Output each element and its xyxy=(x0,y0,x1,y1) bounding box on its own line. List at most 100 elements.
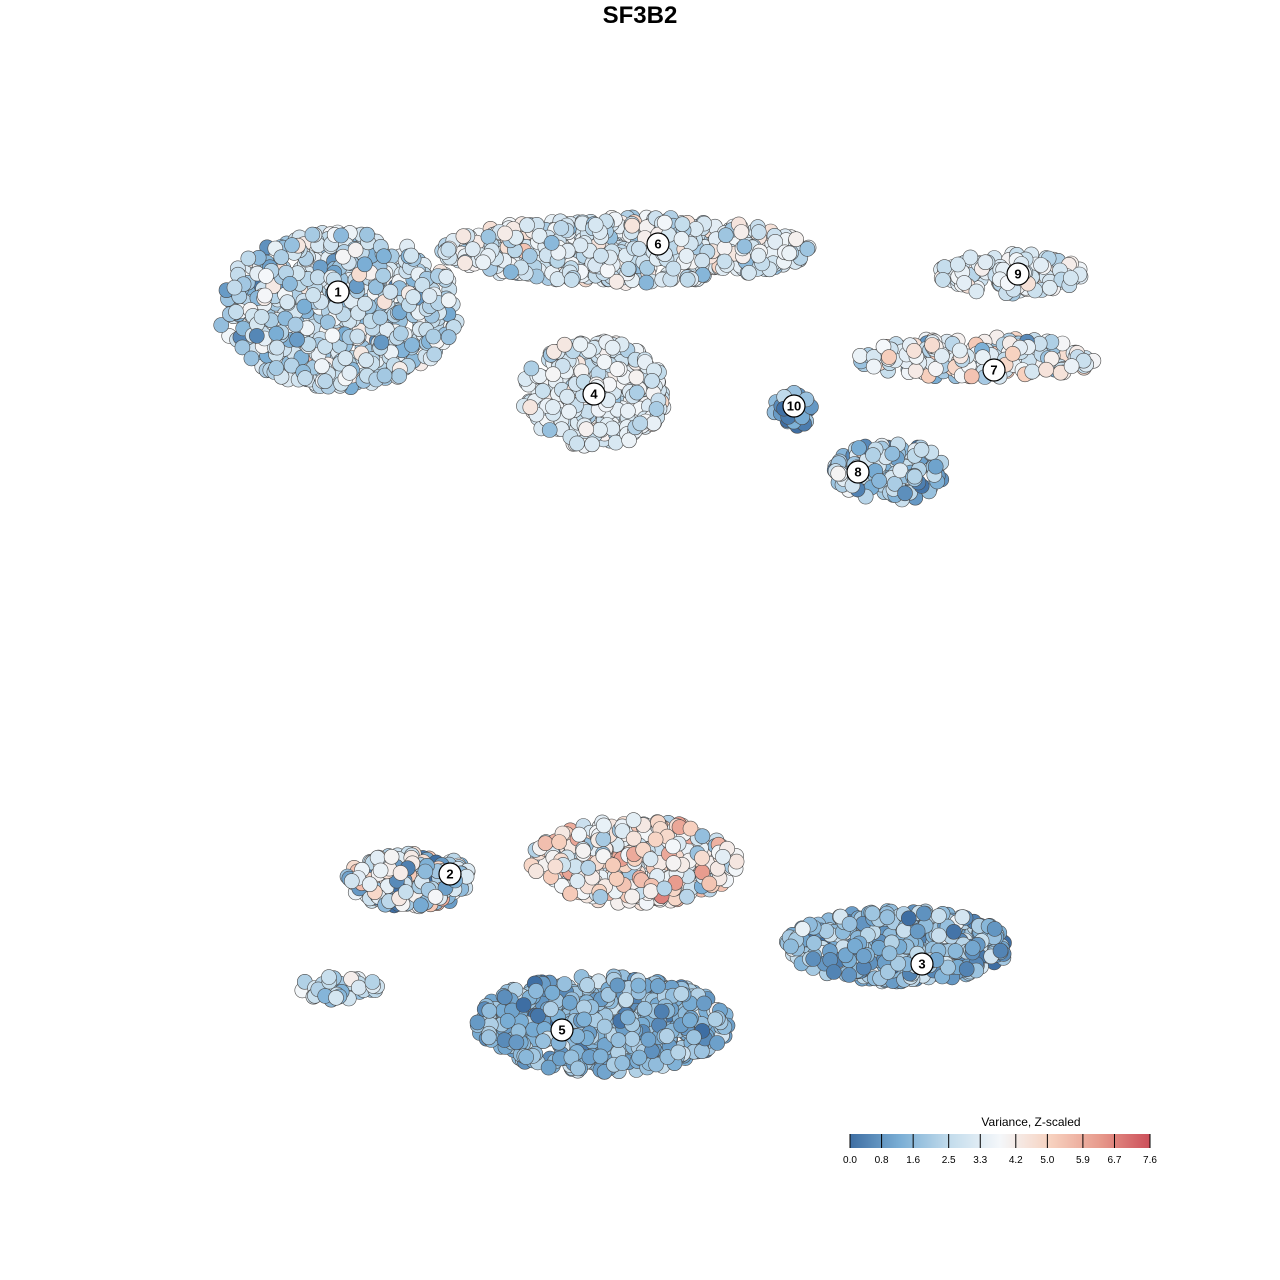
data-point xyxy=(534,383,551,399)
data-point xyxy=(391,368,408,384)
data-point xyxy=(350,979,367,996)
data-point xyxy=(287,316,304,333)
data-point xyxy=(674,216,691,232)
cluster-label-text: 10 xyxy=(787,399,801,414)
data-point xyxy=(528,983,544,999)
colorbar-tick-label: 5.0 xyxy=(1040,1155,1054,1166)
data-point xyxy=(678,248,695,264)
data-point xyxy=(750,247,767,264)
data-point xyxy=(631,1049,648,1066)
data-point xyxy=(767,234,784,250)
data-point xyxy=(963,368,980,385)
data-point xyxy=(284,237,300,253)
data-point xyxy=(619,1009,636,1026)
data-point xyxy=(440,241,457,258)
data-point xyxy=(986,921,1003,937)
data-point xyxy=(537,835,554,852)
data-point xyxy=(673,986,690,1002)
data-point xyxy=(347,242,364,258)
data-point xyxy=(1063,358,1080,374)
data-point xyxy=(906,468,923,485)
data-point xyxy=(559,388,576,405)
data-point xyxy=(681,1012,698,1029)
data-point xyxy=(605,857,621,874)
data-point xyxy=(584,436,600,453)
data-point xyxy=(425,328,442,345)
data-point xyxy=(670,1044,687,1061)
data-point xyxy=(551,834,568,850)
cluster-label-6: 6 xyxy=(646,232,670,256)
data-point xyxy=(806,935,822,951)
data-point xyxy=(620,403,636,419)
data-point xyxy=(356,256,373,273)
data-point xyxy=(1063,270,1079,286)
data-point xyxy=(852,347,868,364)
colorbar-title: Variance, Z-scaled xyxy=(981,1115,1080,1129)
cluster-label-3: 3 xyxy=(910,952,934,976)
data-point xyxy=(1004,345,1021,362)
data-point xyxy=(359,226,375,243)
data-point xyxy=(865,447,881,463)
data-point xyxy=(571,826,587,843)
data-point xyxy=(620,261,637,277)
data-point xyxy=(679,271,696,288)
data-point xyxy=(886,475,903,492)
data-point xyxy=(357,295,373,312)
data-point xyxy=(830,465,847,482)
data-point xyxy=(696,995,712,1012)
data-point xyxy=(909,923,926,940)
data-point xyxy=(931,927,947,944)
colorbar-tick-label: 0.0 xyxy=(843,1155,857,1166)
cluster-label-text: 9 xyxy=(1014,267,1021,282)
data-point xyxy=(707,1011,724,1028)
data-point xyxy=(906,342,922,359)
data-point xyxy=(956,275,973,291)
data-point xyxy=(592,889,609,905)
data-point xyxy=(469,1014,486,1031)
data-point xyxy=(642,851,659,867)
data-point xyxy=(375,248,392,265)
data-point xyxy=(314,358,330,375)
data-point xyxy=(508,1034,525,1051)
data-point xyxy=(258,268,274,284)
data-point xyxy=(656,214,673,231)
data-point xyxy=(572,336,589,353)
data-point xyxy=(799,241,816,257)
data-point xyxy=(682,820,699,837)
data-point xyxy=(328,989,344,1006)
data-point xyxy=(931,908,947,924)
data-point xyxy=(962,249,979,266)
data-point xyxy=(248,328,265,344)
data-point xyxy=(913,441,930,458)
data-point xyxy=(421,288,438,304)
data-point xyxy=(608,870,625,887)
data-point xyxy=(541,422,558,438)
data-point xyxy=(226,279,243,296)
cluster-label-9: 9 xyxy=(1006,262,1030,286)
data-point xyxy=(580,859,597,876)
data-point xyxy=(519,217,535,233)
data-point xyxy=(562,885,579,902)
cluster-label-2: 2 xyxy=(438,862,462,886)
data-point xyxy=(924,337,940,353)
data-point xyxy=(717,227,734,243)
data-point xyxy=(304,226,321,243)
data-point xyxy=(609,977,626,994)
data-point xyxy=(372,862,389,879)
data-point xyxy=(665,838,681,855)
data-point xyxy=(268,360,285,376)
data-point xyxy=(587,217,604,233)
data-point xyxy=(621,432,637,449)
data-point xyxy=(392,865,409,881)
data-point xyxy=(694,828,711,845)
data-point xyxy=(213,317,229,333)
data-point xyxy=(518,1049,535,1065)
data-point xyxy=(576,1011,592,1028)
data-point xyxy=(656,880,673,897)
data-point xyxy=(610,1032,627,1048)
data-point xyxy=(884,445,901,462)
data-point xyxy=(947,943,964,959)
data-point xyxy=(392,325,409,342)
data-point xyxy=(715,848,731,865)
data-point xyxy=(556,336,573,353)
